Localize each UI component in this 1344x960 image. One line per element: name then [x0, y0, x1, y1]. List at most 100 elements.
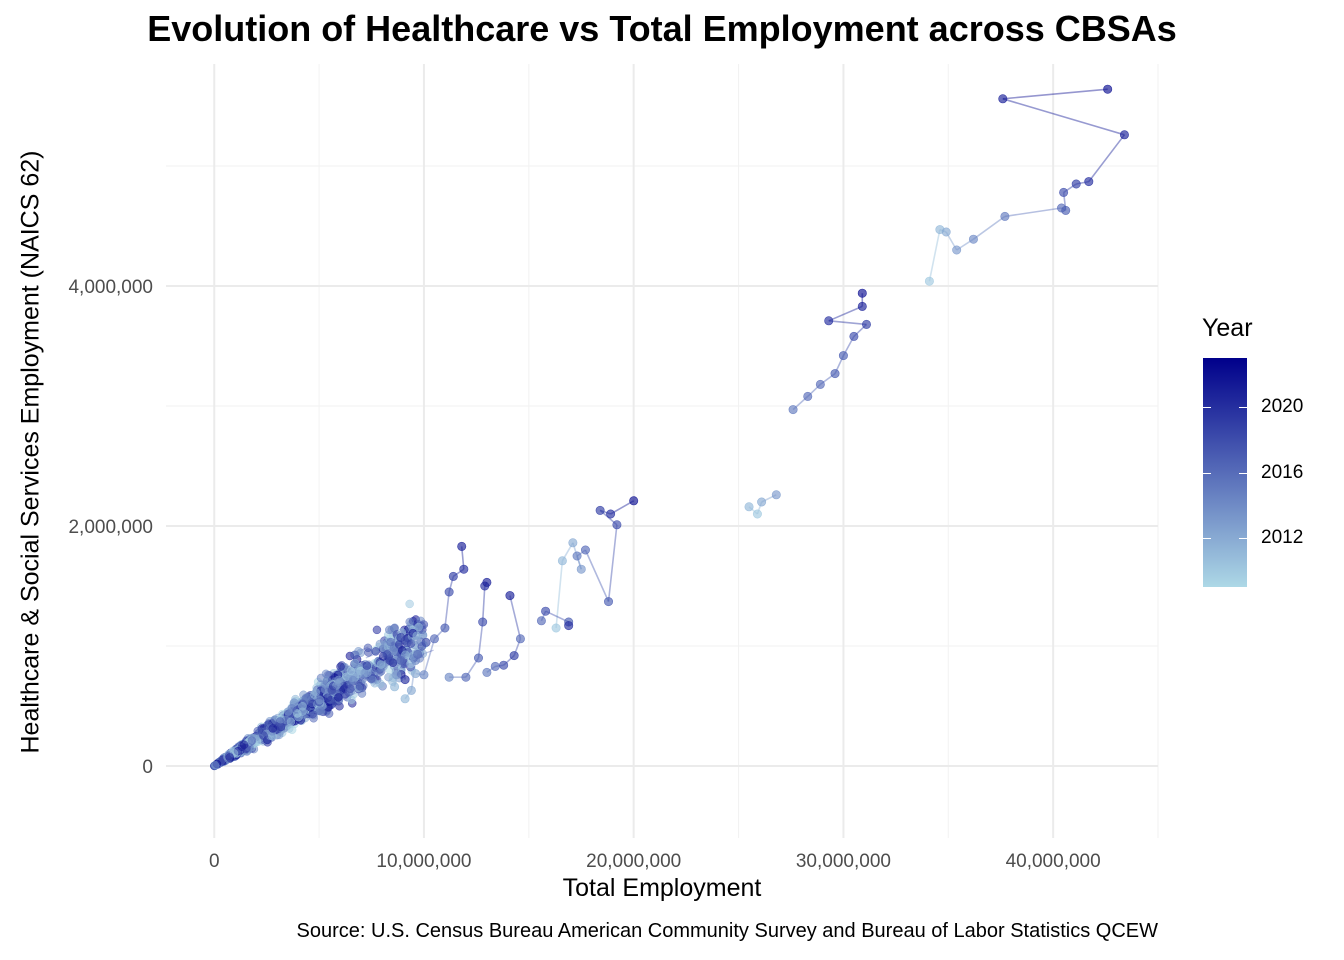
data-point: [390, 682, 400, 692]
cluster-point: [210, 761, 220, 770]
data-point: [595, 505, 605, 515]
data-point: [400, 694, 410, 704]
data-point: [461, 672, 471, 682]
data-point: [629, 496, 639, 506]
data-point: [505, 591, 515, 601]
legend-tick-mark: [1203, 407, 1211, 409]
x-tick-label: 40,000,000: [1006, 851, 1101, 872]
trajectory-segment: [509, 595, 522, 639]
x-axis-ticks: 0 10,000,000 20,000,000 30,000,000 40,000,00…: [209, 851, 1101, 872]
y-tick-label: 4,000,000: [68, 277, 153, 298]
y-axis-label: Healthcare & Social Services Employment …: [16, 150, 45, 754]
data-point: [1000, 211, 1010, 221]
data-point: [830, 369, 840, 379]
trajectory-segment: [1002, 98, 1125, 136]
data-point: [448, 571, 458, 581]
data-point: [396, 633, 406, 643]
minor-gridlines: [166, 64, 1159, 838]
data-point: [1071, 179, 1081, 189]
cluster-point: [239, 740, 249, 750]
cluster-point: [347, 695, 356, 704]
y-tick-label: 2,000,000: [68, 517, 153, 538]
cluster-point: [385, 625, 394, 635]
cluster-point: [362, 661, 372, 670]
cluster-point: [298, 702, 307, 711]
cluster-point: [286, 717, 296, 727]
data-point: [490, 661, 500, 671]
data-point: [612, 520, 622, 530]
trajectory-segment: [423, 638, 436, 676]
data-point: [752, 509, 762, 519]
data-point: [564, 621, 574, 631]
legend-tick-mark: [1239, 472, 1247, 474]
data-point: [924, 276, 934, 286]
data-point: [406, 685, 416, 695]
data-point: [998, 94, 1008, 104]
data-point: [557, 556, 567, 566]
legend-tick-label: 2016: [1261, 461, 1304, 483]
data-point: [757, 497, 767, 507]
trajectory-segment: [555, 560, 564, 629]
cluster-point: [386, 637, 395, 647]
trajectory-segment: [1088, 134, 1126, 183]
cluster-point: [289, 698, 299, 707]
data-point: [515, 634, 525, 644]
x-tick-label: 10,000,000: [376, 851, 471, 872]
data-point: [499, 660, 509, 670]
y-tick-label: 0: [142, 757, 153, 778]
data-point: [419, 670, 429, 680]
data-point: [1059, 187, 1069, 197]
cluster-point: [350, 650, 360, 660]
cluster-point: [321, 669, 331, 679]
cluster-point: [334, 677, 344, 687]
major-gridlines: [166, 64, 1158, 838]
data-point: [838, 351, 848, 361]
legend-tick-mark: [1203, 537, 1211, 539]
data-point: [788, 405, 798, 415]
trajectory-segment: [1002, 88, 1108, 100]
trajectory-segment: [1004, 207, 1062, 218]
x-axis-label: Total Employment: [562, 874, 762, 902]
data-point: [941, 227, 951, 237]
legend-tick-mark: [1239, 407, 1247, 409]
data-point: [857, 288, 867, 298]
data-point: [400, 675, 410, 685]
data-point: [576, 564, 586, 574]
data-point: [1119, 130, 1129, 140]
data-point: [815, 379, 825, 389]
cluster-point: [382, 650, 392, 659]
trajectory-segment: [828, 320, 867, 326]
legend-tick-mark: [1203, 472, 1211, 474]
data-point: [482, 577, 492, 587]
legend-title: Year: [1202, 314, 1253, 342]
cluster-point: [375, 639, 385, 649]
cluster-point: [376, 679, 385, 689]
data-point: [429, 634, 439, 644]
trajectory-segment: [481, 585, 486, 623]
data-point: [551, 623, 561, 633]
cluster-point: [247, 736, 257, 745]
data-point: [421, 637, 431, 647]
data-point: [968, 234, 978, 244]
y-axis-ticks: 0 2,000,000 4,000,000: [68, 277, 153, 778]
data-point: [803, 391, 813, 401]
cluster-point: [259, 731, 268, 740]
cluster-point: [253, 726, 263, 736]
data-point: [580, 545, 590, 555]
cluster-point: [275, 717, 285, 726]
trajectory-segment: [584, 549, 610, 602]
x-tick-label: 30,000,000: [796, 851, 891, 872]
cluster-point: [371, 647, 380, 656]
cluster-point: [405, 617, 414, 627]
trajectory-segment: [444, 591, 450, 629]
x-tick-label: 0: [209, 851, 220, 872]
data-point: [606, 509, 616, 519]
data-point: [824, 316, 834, 326]
cluster-point: [327, 686, 337, 695]
data-point: [1084, 177, 1094, 187]
x-tick-label: 20,000,000: [586, 851, 681, 872]
data-point: [744, 502, 754, 512]
data-point: [541, 606, 551, 616]
data-points: [390, 84, 1129, 704]
